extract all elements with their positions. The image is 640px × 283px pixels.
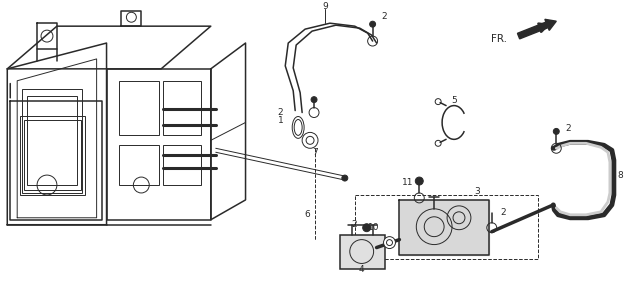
Bar <box>20 115 84 195</box>
Bar <box>120 145 159 185</box>
Text: 7: 7 <box>312 148 318 157</box>
Text: 4: 4 <box>359 265 365 274</box>
Bar <box>340 235 385 269</box>
Bar <box>163 81 201 135</box>
Text: 2: 2 <box>351 220 356 229</box>
Text: 2: 2 <box>278 108 284 117</box>
Bar <box>27 96 77 185</box>
Text: 8: 8 <box>617 171 623 180</box>
Text: 5: 5 <box>451 96 457 105</box>
Bar <box>24 121 81 190</box>
Text: 3: 3 <box>474 187 480 196</box>
Text: 1: 1 <box>278 116 284 125</box>
Circle shape <box>554 128 559 134</box>
Bar <box>22 89 82 193</box>
Circle shape <box>415 177 423 185</box>
Bar <box>355 195 538 260</box>
Text: 2: 2 <box>565 124 571 133</box>
Bar <box>120 81 159 135</box>
Text: FR.: FR. <box>491 34 507 44</box>
Text: 2: 2 <box>501 208 506 217</box>
Circle shape <box>383 237 396 248</box>
Text: 6: 6 <box>304 210 310 219</box>
Circle shape <box>342 175 348 181</box>
Circle shape <box>311 97 317 103</box>
Circle shape <box>363 224 371 232</box>
Circle shape <box>370 21 376 27</box>
FancyArrow shape <box>518 19 556 39</box>
Text: 9: 9 <box>322 2 328 11</box>
Bar <box>163 145 201 185</box>
Text: 10: 10 <box>367 223 379 232</box>
Text: 2: 2 <box>381 12 387 21</box>
Text: 11: 11 <box>402 177 413 186</box>
Polygon shape <box>399 200 489 254</box>
